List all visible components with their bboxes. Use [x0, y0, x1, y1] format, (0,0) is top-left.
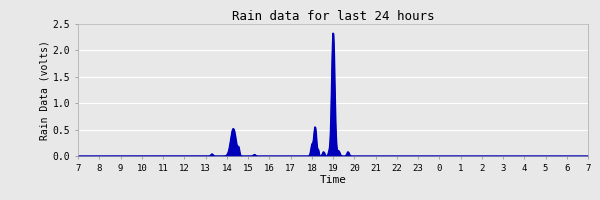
Title: Rain data for last 24 hours: Rain data for last 24 hours [232, 10, 434, 23]
Y-axis label: Rain Data (volts): Rain Data (volts) [40, 40, 50, 140]
X-axis label: Time: Time [320, 175, 347, 185]
